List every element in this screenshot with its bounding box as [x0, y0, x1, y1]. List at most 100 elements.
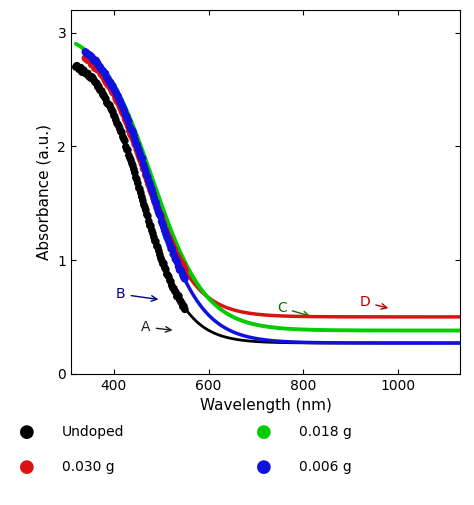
Point	[167, 239, 175, 247]
Point	[110, 85, 118, 93]
Point	[164, 235, 172, 243]
Text: C: C	[277, 301, 309, 317]
Point	[171, 246, 178, 254]
Point	[114, 92, 122, 100]
Point	[104, 74, 111, 82]
Point	[133, 176, 141, 184]
Point	[175, 263, 182, 271]
Point	[178, 261, 185, 269]
Text: ●: ●	[19, 423, 35, 441]
Point	[165, 238, 173, 246]
Point	[160, 223, 167, 231]
Point	[135, 148, 142, 157]
Point	[91, 64, 99, 72]
Point	[159, 260, 167, 268]
Point	[177, 258, 184, 266]
Point	[139, 160, 146, 168]
Point	[101, 76, 109, 84]
Point	[105, 100, 113, 109]
Point	[132, 174, 140, 182]
Point	[154, 243, 162, 251]
Point	[114, 98, 122, 106]
Point	[79, 67, 87, 75]
Point	[131, 169, 138, 177]
Point	[161, 227, 169, 235]
Point	[86, 56, 93, 64]
Point	[90, 76, 98, 84]
Point	[173, 252, 181, 261]
Point	[159, 219, 166, 227]
Text: ●: ●	[19, 458, 35, 476]
Point	[93, 58, 101, 66]
Point	[181, 266, 189, 274]
Point	[87, 74, 95, 82]
Point	[158, 218, 165, 226]
Y-axis label: Absorbance (a.u.): Absorbance (a.u.)	[37, 124, 52, 260]
Point	[77, 64, 85, 72]
Point	[154, 204, 161, 212]
Point	[166, 236, 174, 244]
Point	[158, 257, 165, 265]
Point	[133, 145, 141, 154]
Point	[162, 230, 170, 238]
Point	[180, 264, 188, 272]
Point	[110, 88, 118, 96]
Point	[130, 136, 138, 144]
Point	[81, 69, 89, 77]
Point	[96, 63, 104, 71]
Point	[173, 292, 181, 300]
Point	[155, 208, 162, 216]
Point	[87, 52, 94, 60]
Point	[125, 118, 133, 126]
Point	[139, 196, 146, 205]
Point	[167, 277, 174, 285]
Point	[107, 104, 115, 112]
Point	[82, 54, 90, 62]
Point	[119, 133, 127, 141]
Point	[169, 244, 177, 252]
Point	[126, 154, 134, 162]
Point	[95, 67, 103, 75]
Point	[89, 55, 97, 63]
Point	[146, 182, 154, 190]
Point	[141, 164, 148, 172]
Point	[163, 233, 171, 241]
Point	[109, 82, 117, 90]
Point	[117, 103, 124, 111]
Point	[76, 65, 83, 73]
Point	[85, 50, 92, 59]
Text: B: B	[116, 287, 157, 301]
Point	[129, 134, 137, 142]
Point	[140, 165, 147, 173]
Point	[143, 211, 151, 219]
Point	[172, 288, 180, 296]
Point	[108, 106, 116, 114]
Point	[113, 119, 121, 127]
Point	[119, 105, 127, 113]
Point	[179, 302, 187, 311]
Point	[97, 87, 105, 95]
Point	[121, 107, 128, 115]
Point	[147, 186, 155, 194]
Point	[104, 80, 111, 88]
Point	[136, 152, 143, 160]
Point	[126, 127, 134, 135]
Point	[137, 189, 145, 197]
Point	[109, 108, 117, 116]
Point	[101, 69, 109, 77]
Point	[140, 201, 147, 209]
Point	[122, 111, 129, 119]
Point	[98, 65, 105, 73]
Point	[173, 251, 180, 259]
Point	[73, 62, 81, 70]
Point	[169, 250, 177, 258]
Point	[99, 91, 107, 99]
Point	[135, 144, 142, 153]
Point	[100, 74, 108, 82]
Point	[84, 69, 91, 77]
Point	[179, 271, 187, 279]
Point	[94, 66, 102, 74]
Point	[148, 186, 156, 194]
Point	[127, 125, 135, 133]
Point	[99, 70, 106, 78]
